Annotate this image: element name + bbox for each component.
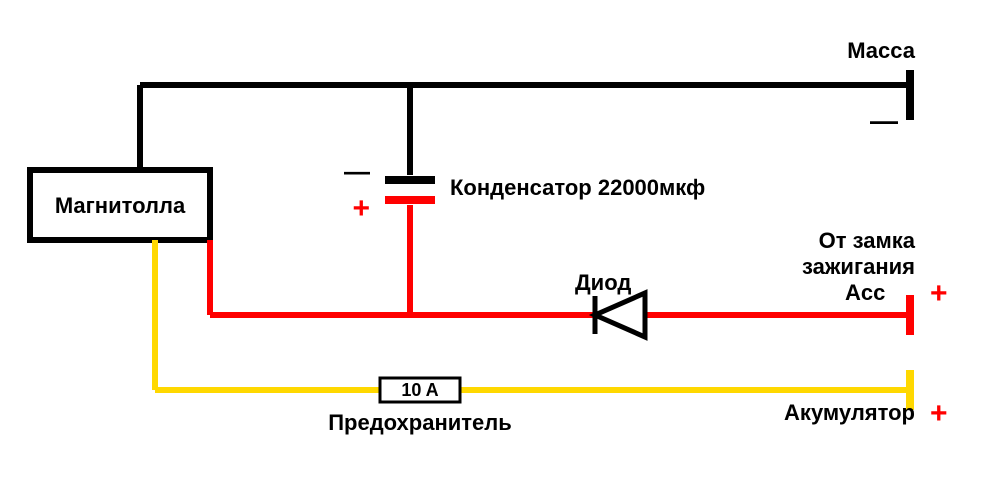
capacitor-label: Конденсатор 22000мкф (450, 175, 705, 200)
diode-label: Диод (575, 270, 631, 295)
ignition-label-1: От замка (819, 228, 916, 253)
ignition-label-2: зажигания (802, 254, 915, 279)
fuse-label: Предохранитель (328, 410, 512, 435)
acc-label: Acc (845, 280, 885, 305)
ground-label: Масса (847, 38, 916, 63)
fuse-value: 10 A (401, 380, 438, 400)
capacitor-minus-icon: — (344, 156, 370, 186)
battery-plus-icon: + (930, 397, 948, 430)
radio-label: Магнитолла (55, 193, 186, 218)
battery-label: Акумулятор (784, 400, 915, 425)
wiring-diagram: Магнитолла Масса — — + Конденсатор 22000мкф Ди… (0, 0, 1000, 500)
ground-minus-icon: — (870, 105, 898, 136)
capacitor-plus-icon: + (352, 192, 370, 225)
acc-plus-icon: + (930, 277, 948, 310)
diode-triangle-icon (595, 293, 645, 337)
